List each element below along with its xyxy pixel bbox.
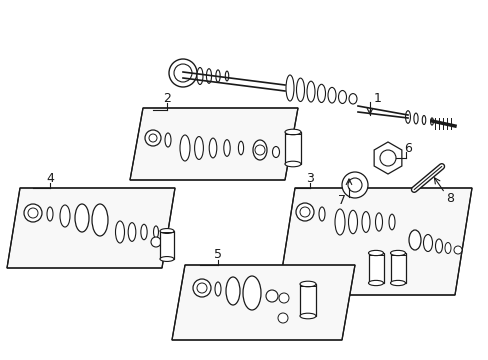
Text: 2: 2 xyxy=(163,91,171,104)
Text: 4: 4 xyxy=(46,171,54,185)
Circle shape xyxy=(295,203,313,221)
Ellipse shape xyxy=(348,210,357,234)
Ellipse shape xyxy=(368,280,383,285)
Ellipse shape xyxy=(327,87,335,103)
Circle shape xyxy=(254,145,264,155)
Ellipse shape xyxy=(413,113,417,124)
Ellipse shape xyxy=(408,230,420,250)
Ellipse shape xyxy=(388,214,394,230)
Ellipse shape xyxy=(285,129,301,135)
Polygon shape xyxy=(172,265,354,340)
Ellipse shape xyxy=(47,207,53,221)
Circle shape xyxy=(279,293,288,303)
Ellipse shape xyxy=(141,224,147,240)
Circle shape xyxy=(169,59,197,87)
Text: 5: 5 xyxy=(214,248,222,261)
Circle shape xyxy=(193,279,210,297)
Ellipse shape xyxy=(238,141,243,155)
Ellipse shape xyxy=(423,234,431,252)
Ellipse shape xyxy=(390,250,405,256)
Text: 8: 8 xyxy=(445,192,453,204)
Circle shape xyxy=(265,290,278,302)
Ellipse shape xyxy=(224,140,230,156)
Bar xyxy=(160,231,174,259)
Polygon shape xyxy=(130,108,297,180)
Ellipse shape xyxy=(296,78,304,102)
Ellipse shape xyxy=(421,116,425,125)
Bar xyxy=(285,132,301,164)
Bar xyxy=(299,284,315,316)
Ellipse shape xyxy=(272,147,279,158)
Ellipse shape xyxy=(243,276,261,310)
Ellipse shape xyxy=(60,205,70,227)
Circle shape xyxy=(453,246,461,254)
Ellipse shape xyxy=(318,207,325,221)
Polygon shape xyxy=(373,142,401,174)
Circle shape xyxy=(151,237,161,247)
Text: 1: 1 xyxy=(373,91,381,104)
Ellipse shape xyxy=(153,226,158,238)
Circle shape xyxy=(149,134,157,142)
Circle shape xyxy=(28,208,38,218)
Ellipse shape xyxy=(361,212,369,233)
Ellipse shape xyxy=(206,69,211,83)
Ellipse shape xyxy=(285,75,293,101)
Ellipse shape xyxy=(225,71,228,81)
Ellipse shape xyxy=(209,138,216,158)
Ellipse shape xyxy=(338,90,346,104)
Text: 3: 3 xyxy=(305,171,313,185)
Ellipse shape xyxy=(405,111,409,123)
Ellipse shape xyxy=(128,222,136,241)
Ellipse shape xyxy=(160,229,174,233)
Text: 6: 6 xyxy=(403,141,411,154)
Ellipse shape xyxy=(390,280,405,285)
Ellipse shape xyxy=(252,140,266,160)
Ellipse shape xyxy=(75,204,89,232)
Ellipse shape xyxy=(215,282,221,296)
Circle shape xyxy=(145,130,161,146)
Ellipse shape xyxy=(92,204,108,236)
Circle shape xyxy=(197,283,206,293)
Circle shape xyxy=(174,64,192,82)
Ellipse shape xyxy=(430,118,432,125)
Ellipse shape xyxy=(164,133,171,147)
Circle shape xyxy=(379,150,395,166)
Ellipse shape xyxy=(299,313,315,319)
Ellipse shape xyxy=(180,135,190,161)
Ellipse shape xyxy=(299,281,315,287)
Polygon shape xyxy=(278,188,471,295)
Circle shape xyxy=(24,204,42,222)
Ellipse shape xyxy=(194,136,203,159)
Ellipse shape xyxy=(334,209,345,235)
Bar xyxy=(368,253,383,283)
Ellipse shape xyxy=(115,221,124,243)
Ellipse shape xyxy=(348,94,356,104)
Circle shape xyxy=(278,313,287,323)
Ellipse shape xyxy=(306,81,314,102)
Polygon shape xyxy=(7,188,175,268)
Ellipse shape xyxy=(225,277,240,305)
Ellipse shape xyxy=(197,68,203,85)
Ellipse shape xyxy=(375,213,382,231)
Ellipse shape xyxy=(435,239,442,253)
Circle shape xyxy=(347,178,361,192)
Ellipse shape xyxy=(444,243,450,253)
Circle shape xyxy=(299,207,309,217)
Bar xyxy=(390,253,405,283)
Text: 7: 7 xyxy=(337,194,346,207)
Ellipse shape xyxy=(368,250,383,256)
Ellipse shape xyxy=(160,257,174,261)
Circle shape xyxy=(341,172,367,198)
Ellipse shape xyxy=(317,84,325,103)
Ellipse shape xyxy=(285,161,301,167)
Ellipse shape xyxy=(215,70,220,82)
